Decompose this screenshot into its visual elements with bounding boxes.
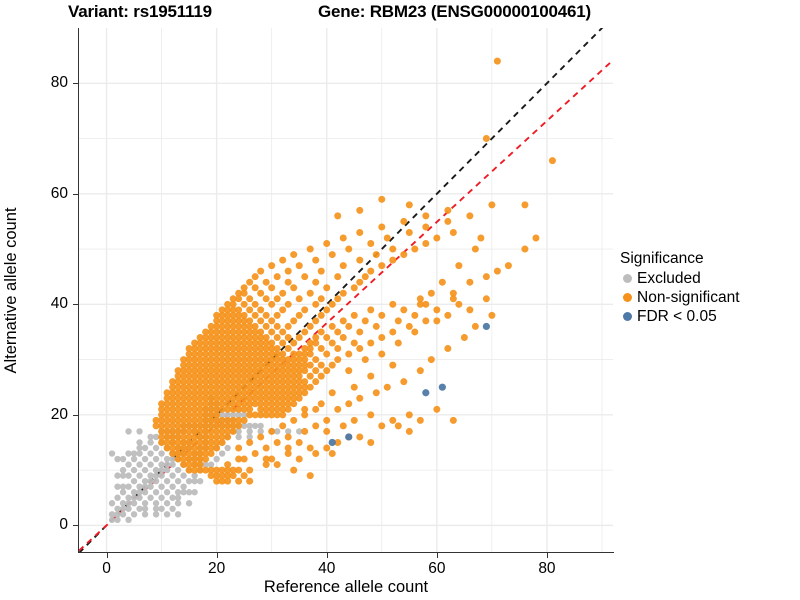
y-tick-mark [73,83,78,85]
scatter-plot-svg [79,28,613,553]
x-tick-label: 60 [428,560,446,577]
y-tick-label: 20 [50,405,68,423]
x-axis-title: Reference allele count [263,578,429,596]
legend-label-non-significant: Non-significant [637,289,740,306]
x-tick-label: 80 [538,560,556,577]
y-tick-mark [73,414,78,416]
gene-title: Gene: RBM23 (ENSG00000100461) [318,2,591,21]
x-tick-label: 20 [208,560,226,577]
y-tick-label: 80 [50,74,68,92]
x-tick-mark [106,553,108,558]
y-tick-mark [73,525,78,527]
y-axis-line [78,28,80,553]
series-fdr-points [328,322,490,447]
legend-dot-excluded [623,274,632,283]
series-non-significant-points [152,57,556,485]
legend-dot-non-significant [623,293,632,302]
x-axis-line [78,552,614,554]
legend-item-excluded[interactable]: Excluded [620,269,798,288]
x-tick-mark [216,553,218,558]
x-tick-label: 0 [102,560,111,577]
legend-item-fdr[interactable]: FDR < 0.05 [620,307,798,326]
y-tick-label: 0 [59,516,68,534]
legend-dot-fdr [623,312,632,321]
y-tick-mark [73,304,78,306]
plot-panel [79,28,613,553]
variant-title: Variant: rs1951119 [68,2,212,21]
x-tick-mark [546,553,548,558]
y-axis-title: Alternative allele count [2,207,20,374]
y-tick-label: 40 [50,295,68,313]
legend-item-non-significant[interactable]: Non-significant [620,288,798,307]
x-tick-mark [326,553,328,558]
legend-title: Significance [620,250,704,267]
chart-title-row: Variant: rs1951119 Gene: RBM23 (ENSG0000… [0,2,690,28]
y-tick-mark [73,193,78,195]
x-tick-mark [436,553,438,558]
x-tick-label: 40 [318,560,336,577]
legend: Significance Excluded Non-significant FD… [620,250,798,326]
y-tick-label: 60 [50,184,68,202]
legend-label-fdr: FDR < 0.05 [637,308,717,325]
legend-label-excluded: Excluded [637,270,701,287]
